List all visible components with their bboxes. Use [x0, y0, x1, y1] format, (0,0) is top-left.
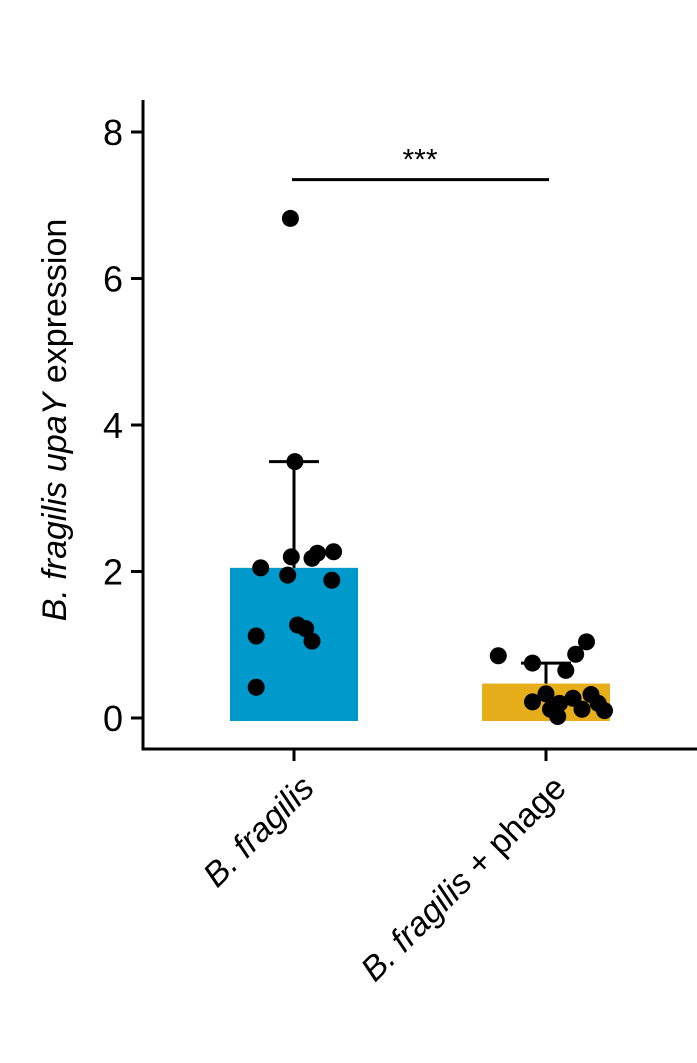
- data-point-1-4: [557, 661, 575, 679]
- data-point-1-6: [524, 693, 541, 711]
- y-axis-title: B. fragilis upaY expression: [36, 219, 74, 622]
- x-category-label-0: B. fragilis: [196, 769, 322, 895]
- data-point-0-7: [279, 566, 297, 584]
- data-point-0-3: [282, 548, 300, 566]
- y-axis-title-part-0: B. fragilis upaY: [36, 390, 74, 621]
- data-point-1-2: [567, 645, 585, 663]
- y-tick-label-4: 8: [103, 112, 123, 153]
- data-point-0-5: [308, 544, 326, 562]
- y-axis-title-part-1: expression: [36, 219, 74, 393]
- data-point-0-1: [286, 453, 304, 471]
- data-point-0-6: [325, 543, 343, 561]
- data-point-0-9: [247, 627, 265, 645]
- significance-label: ***: [402, 144, 437, 177]
- y-tick-label-0: 0: [103, 698, 123, 739]
- data-point-0-0: [281, 209, 299, 227]
- x-category-label-1-part-0: B. fragilis: [354, 863, 480, 989]
- x-category-label-1: B. fragilis + phage: [354, 769, 574, 989]
- data-point-1-12: [573, 700, 591, 718]
- data-point-1-13: [596, 702, 613, 720]
- data-point-1-1: [524, 654, 541, 672]
- data-point-1-0: [489, 647, 507, 665]
- x-category-label-1-part-1: + phage: [453, 769, 574, 890]
- data-point-1-14: [549, 708, 567, 726]
- data-point-1-3: [578, 633, 595, 651]
- data-point-0-8: [323, 571, 341, 589]
- data-point-0-12: [303, 632, 321, 650]
- y-tick-label-3: 6: [103, 259, 123, 300]
- y-tick-label-1: 2: [103, 552, 123, 593]
- bar-0: [230, 567, 358, 721]
- y-tick-label-2: 4: [103, 405, 123, 446]
- data-point-0-13: [247, 678, 265, 696]
- data-point-1-5: [537, 685, 555, 703]
- x-category-label-0-part-0: B. fragilis: [196, 769, 322, 895]
- data-point-0-2: [252, 559, 270, 577]
